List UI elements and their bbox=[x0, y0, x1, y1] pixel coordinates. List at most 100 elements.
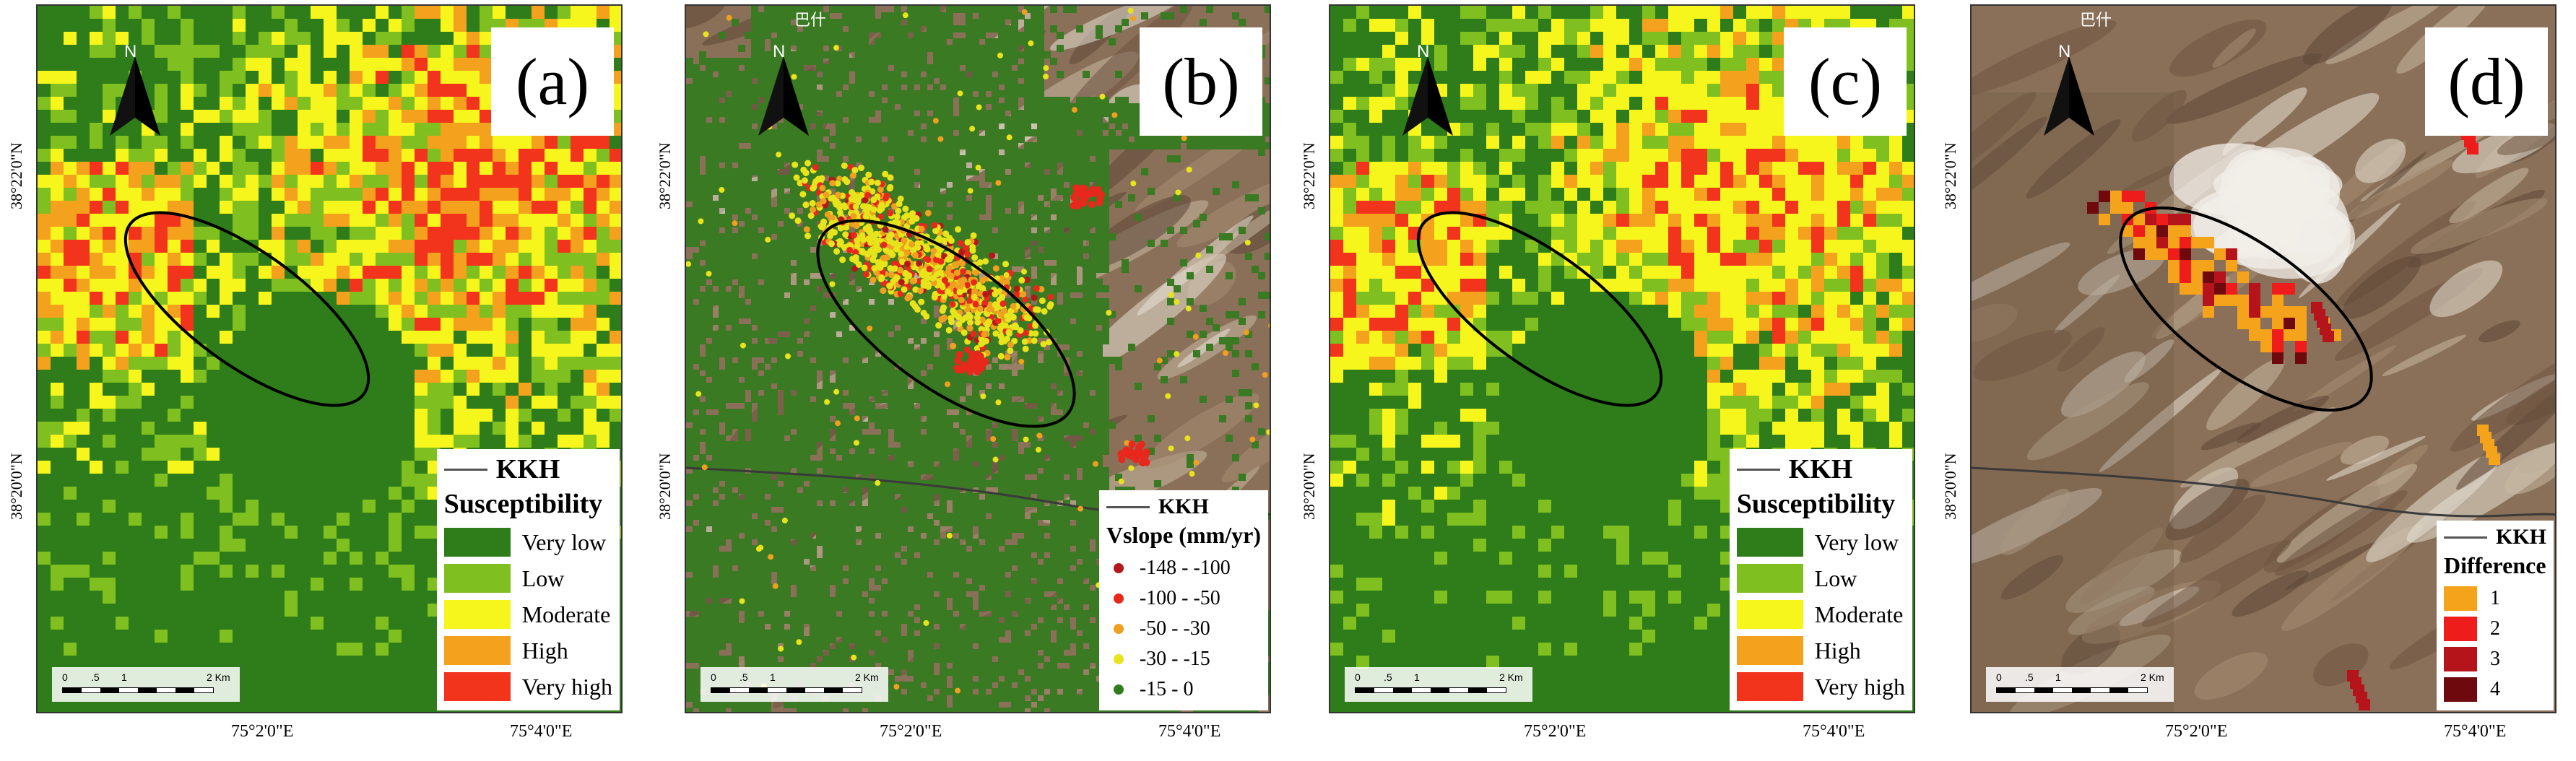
raster-cell bbox=[558, 435, 571, 448]
raster-cell bbox=[1655, 123, 1669, 136]
raster-cell bbox=[1460, 292, 1474, 305]
raster-cell bbox=[129, 591, 142, 604]
raster-cell bbox=[1616, 565, 1630, 578]
raster-cell bbox=[272, 656, 285, 669]
raster-cell bbox=[1681, 253, 1695, 266]
raster-cell bbox=[1707, 253, 1721, 266]
raster-cell bbox=[129, 45, 142, 58]
raster-cell bbox=[155, 656, 168, 669]
raster-cell bbox=[103, 630, 116, 643]
raster-cell bbox=[1460, 591, 1474, 604]
raster-cell bbox=[428, 422, 441, 435]
raster-cell bbox=[1694, 19, 1708, 32]
raster-cell bbox=[1382, 604, 1396, 617]
raster-cell bbox=[1837, 318, 1851, 331]
raster-cell bbox=[1603, 539, 1617, 552]
raster-cell bbox=[272, 19, 285, 32]
raster-cell bbox=[311, 422, 324, 435]
raster-cell bbox=[233, 136, 246, 149]
raster-cell bbox=[350, 565, 363, 578]
raster-cell bbox=[1512, 188, 1526, 201]
raster-cell bbox=[1330, 630, 1344, 643]
raster-cell bbox=[1538, 513, 1552, 526]
raster-cell bbox=[1824, 344, 1838, 357]
raster-cell bbox=[1499, 162, 1513, 175]
raster-cell bbox=[285, 708, 298, 712]
raster-cell bbox=[1616, 643, 1630, 656]
raster-cell bbox=[51, 708, 64, 712]
raster-cell bbox=[1512, 175, 1526, 188]
raster-cell bbox=[1564, 461, 1578, 474]
raster-cell bbox=[480, 136, 493, 149]
raster-cell bbox=[1447, 357, 1461, 370]
raster-cell bbox=[285, 214, 298, 227]
raster-cell bbox=[1642, 357, 1656, 370]
raster-cell bbox=[38, 448, 51, 461]
raster-cell bbox=[1486, 58, 1500, 71]
raster-cell bbox=[1486, 45, 1500, 58]
raster-cell bbox=[142, 630, 155, 643]
raster-cell bbox=[1616, 578, 1630, 591]
raster-cell bbox=[259, 643, 272, 656]
raster-cell bbox=[38, 149, 51, 162]
raster-cell bbox=[1577, 6, 1591, 19]
raster-cell bbox=[337, 630, 350, 643]
raster-cell bbox=[337, 539, 350, 552]
raster-cell bbox=[1473, 539, 1487, 552]
raster-cell bbox=[1759, 188, 1773, 201]
raster-cell bbox=[506, 383, 519, 396]
raster-cell bbox=[1720, 318, 1734, 331]
raster-cell bbox=[1525, 357, 1539, 370]
raster-cell bbox=[1525, 409, 1539, 422]
raster-cell bbox=[1772, 344, 1786, 357]
raster-cell bbox=[415, 526, 428, 539]
raster-cell bbox=[493, 240, 506, 253]
raster-cell bbox=[376, 604, 389, 617]
raster-cell bbox=[233, 578, 246, 591]
raster-cell bbox=[1512, 253, 1526, 266]
raster-cell bbox=[298, 201, 311, 214]
raster-cell bbox=[363, 292, 376, 305]
raster-cell bbox=[1512, 552, 1526, 565]
raster-cell bbox=[1551, 396, 1565, 409]
raster-cell bbox=[1616, 513, 1630, 526]
raster-cell bbox=[402, 448, 415, 461]
raster-cell bbox=[1681, 331, 1695, 344]
raster-cell bbox=[350, 357, 363, 370]
raster-cell bbox=[1551, 461, 1565, 474]
raster-cell bbox=[207, 487, 220, 500]
legend-title: Vslope (mm/yr) bbox=[1106, 522, 1261, 548]
legend-item: High bbox=[443, 632, 612, 669]
raster-cell bbox=[194, 435, 207, 448]
raster-cell bbox=[116, 162, 129, 175]
raster-cell bbox=[155, 539, 168, 552]
raster-cell bbox=[38, 344, 51, 357]
raster-cell bbox=[1902, 6, 1914, 19]
raster-cell bbox=[64, 539, 77, 552]
raster-cell bbox=[389, 266, 402, 279]
legend-swatch bbox=[1113, 684, 1124, 695]
raster-cell bbox=[272, 578, 285, 591]
raster-cell bbox=[298, 513, 311, 526]
raster-cell bbox=[493, 292, 506, 305]
raster-cell bbox=[1330, 149, 1344, 162]
raster-cell bbox=[1564, 513, 1578, 526]
raster-cell bbox=[51, 110, 64, 123]
raster-cell bbox=[1460, 45, 1474, 58]
raster-cell bbox=[246, 227, 259, 240]
raster-cell bbox=[1525, 526, 1539, 539]
raster-cell bbox=[272, 448, 285, 461]
raster-cell bbox=[1876, 305, 1890, 318]
raster-cell bbox=[285, 344, 298, 357]
raster-cell bbox=[1694, 188, 1708, 201]
raster-cell bbox=[77, 266, 90, 279]
raster-cell bbox=[1668, 214, 1682, 227]
raster-cell bbox=[493, 162, 506, 175]
raster-cell bbox=[1603, 422, 1617, 435]
raster-cell bbox=[467, 370, 480, 383]
raster-cell bbox=[51, 513, 64, 526]
raster-cell bbox=[142, 591, 155, 604]
raster-cell bbox=[1538, 188, 1552, 201]
raster-cell bbox=[610, 136, 621, 149]
raster-cell bbox=[77, 578, 90, 591]
